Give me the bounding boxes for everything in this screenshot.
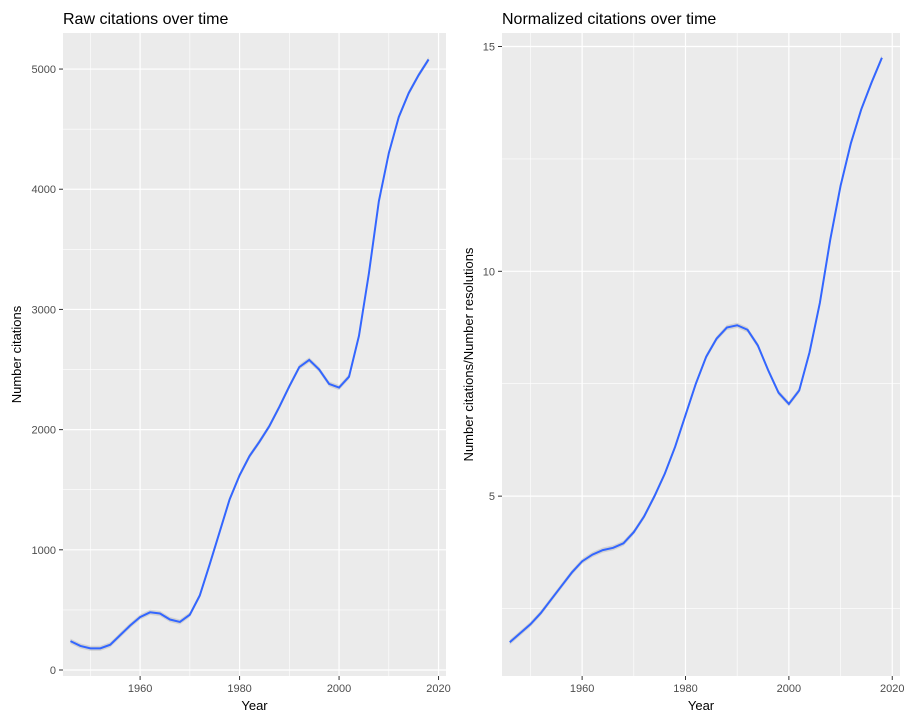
- gridlines: [502, 33, 900, 676]
- y-tick-label: 0: [50, 665, 56, 677]
- series-line: [70, 58, 430, 650]
- y-axis-title: Number citations: [9, 305, 24, 403]
- plot-panel-background: [502, 33, 900, 676]
- y-tick-label: 1000: [32, 545, 56, 557]
- gridlines: [63, 33, 446, 676]
- y-tick-label: 4000: [32, 184, 56, 196]
- y-tick-label: 5000: [32, 64, 56, 76]
- chart-title: Normalized citations over time: [502, 11, 716, 28]
- x-axis-title: Year: [241, 698, 268, 713]
- y-tick-label: 10: [483, 266, 495, 278]
- y-axis-title: Number citations/Number resolutions: [461, 247, 476, 461]
- x-tick-label: 1980: [227, 683, 251, 695]
- plot-panel-background: [63, 33, 446, 676]
- series-line: [509, 57, 883, 644]
- x-tick-label: 1960: [570, 683, 594, 695]
- y-tick-label: 5: [489, 491, 495, 503]
- x-tick-label: 2020: [880, 683, 904, 695]
- x-tick-label: 1980: [673, 683, 697, 695]
- y-axis-ticks: 0 1000 2000 3000 4000 5000: [32, 64, 63, 677]
- chart-title: Raw citations over time: [63, 11, 228, 28]
- normalized-citations-panel: Normalized citations over time 1960 1980 2…: [461, 11, 904, 713]
- x-tick-label: 2000: [777, 683, 801, 695]
- x-tick-label: 2000: [327, 683, 351, 695]
- raw-citations-panel: Raw citations over time 1960 1980 2000 2020…: [9, 11, 451, 713]
- y-tick-label: 15: [483, 41, 495, 53]
- x-axis-title: Year: [688, 698, 715, 713]
- x-tick-label: 2020: [426, 683, 450, 695]
- y-tick-label: 3000: [32, 304, 56, 316]
- y-tick-label: 2000: [32, 425, 56, 437]
- x-axis-ticks: 1960 1980 2000 2020: [570, 676, 904, 695]
- x-axis-ticks: 1960 1980 2000 2020: [128, 676, 451, 695]
- x-tick-label: 1960: [128, 683, 152, 695]
- y-axis-ticks: 5 10 15: [483, 41, 502, 503]
